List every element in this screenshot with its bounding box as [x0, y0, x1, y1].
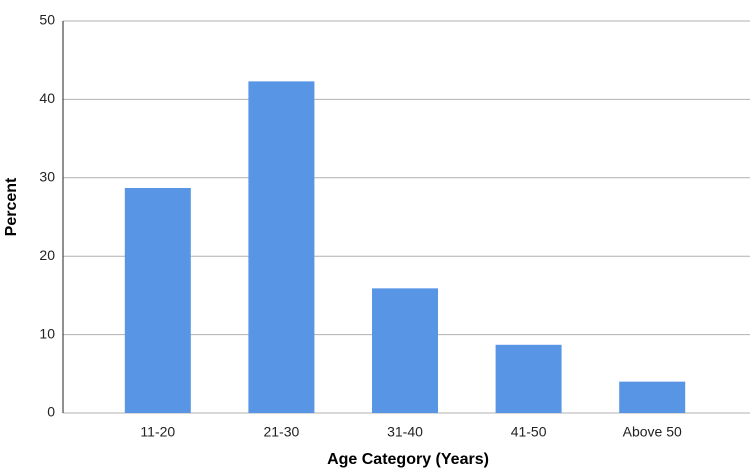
x-tick-label: 21-30 [263, 424, 299, 440]
y-axis-title: Percent [3, 177, 20, 236]
y-tick-label: 10 [39, 325, 55, 341]
x-tick-label: 31-40 [387, 424, 423, 440]
y-tick-label: 20 [39, 247, 55, 263]
y-tick-label: 0 [47, 404, 55, 420]
x-tick-label: Above 50 [623, 424, 682, 440]
y-tick-label: 40 [39, 90, 55, 106]
bar [372, 288, 438, 413]
bar [248, 81, 315, 414]
x-tick-label: 11-20 [140, 424, 175, 440]
bar [619, 381, 686, 413]
bar [495, 344, 562, 413]
y-tick-label: 30 [39, 169, 55, 185]
x-tick-label: 41-50 [511, 424, 547, 440]
bar [124, 187, 191, 413]
y-tick-label: 50 [39, 12, 55, 28]
x-axis-title: Age Category (Years) [327, 451, 489, 468]
